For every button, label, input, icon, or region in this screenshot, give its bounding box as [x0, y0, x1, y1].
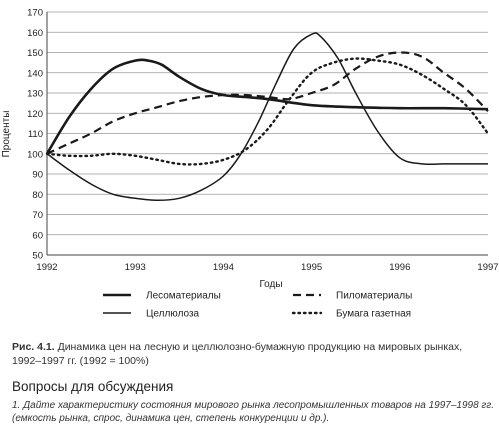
series-line-1: [45, 58, 489, 155]
y-tick-label: 70: [32, 210, 43, 221]
y-tick-label: 120: [27, 109, 43, 120]
grid-lines: [46, 11, 488, 256]
y-tick-label: 130: [27, 89, 43, 100]
y-tick-label: 140: [27, 68, 43, 79]
y-tick-labels: 50 60 70 80 90 100 110 120 130 140 150 160 170: [27, 8, 43, 262]
y-tick-label: 60: [32, 230, 43, 241]
figure-label: Рис. 4.1.: [12, 341, 55, 353]
y-tick-label: 80: [32, 190, 43, 201]
x-axis-title: Годы: [259, 279, 282, 290]
y-tick-label: 110: [28, 129, 43, 140]
y-tick-label: 90: [32, 170, 43, 181]
x-tick-label: 1995: [301, 262, 322, 273]
x-tick-label: 1996: [389, 262, 410, 273]
x-tick-label: 1993: [125, 262, 146, 273]
y-tick-label: 50: [32, 251, 43, 262]
y-tick-label: 170: [27, 8, 43, 19]
y-tick-label: 100: [27, 149, 43, 160]
section-heading: Вопросы для обсуждения: [12, 379, 174, 394]
series-line-2: [46, 32, 488, 202]
figure-caption: Рис. 4.1. Динамика цен на лесную и целлю…: [12, 340, 492, 368]
figure-caption-text: Динамика цен на лесную и целлюлозно-бума…: [12, 341, 463, 367]
y-tick-label: 150: [27, 48, 43, 59]
series-line-3: [46, 51, 489, 155]
legend-label: Пиломатериалы: [336, 291, 412, 302]
series-line-4: [45, 57, 490, 166]
x-tick-label: 1992: [36, 262, 57, 273]
legend: Лесоматериалы Целлюлоза Пиломатериалы Бумаг…: [103, 291, 412, 320]
x-tick-labels: 1992 1993 1994 1995 1996 1997: [36, 262, 498, 273]
discussion-question: 1. Дайте характеристику состояния мирово…: [12, 400, 495, 424]
series-lines: [45, 32, 490, 202]
legend-label: Лесоматериалы: [146, 291, 221, 302]
y-tick-label: 160: [27, 28, 43, 39]
y-axis-title: Проценты: [1, 111, 12, 158]
legend-label: Бумага газетная: [336, 309, 411, 320]
x-tick-label: 1994: [213, 262, 234, 273]
x-tick-label: 1997: [477, 262, 498, 273]
legend-label: Целлюлоза: [146, 309, 200, 320]
